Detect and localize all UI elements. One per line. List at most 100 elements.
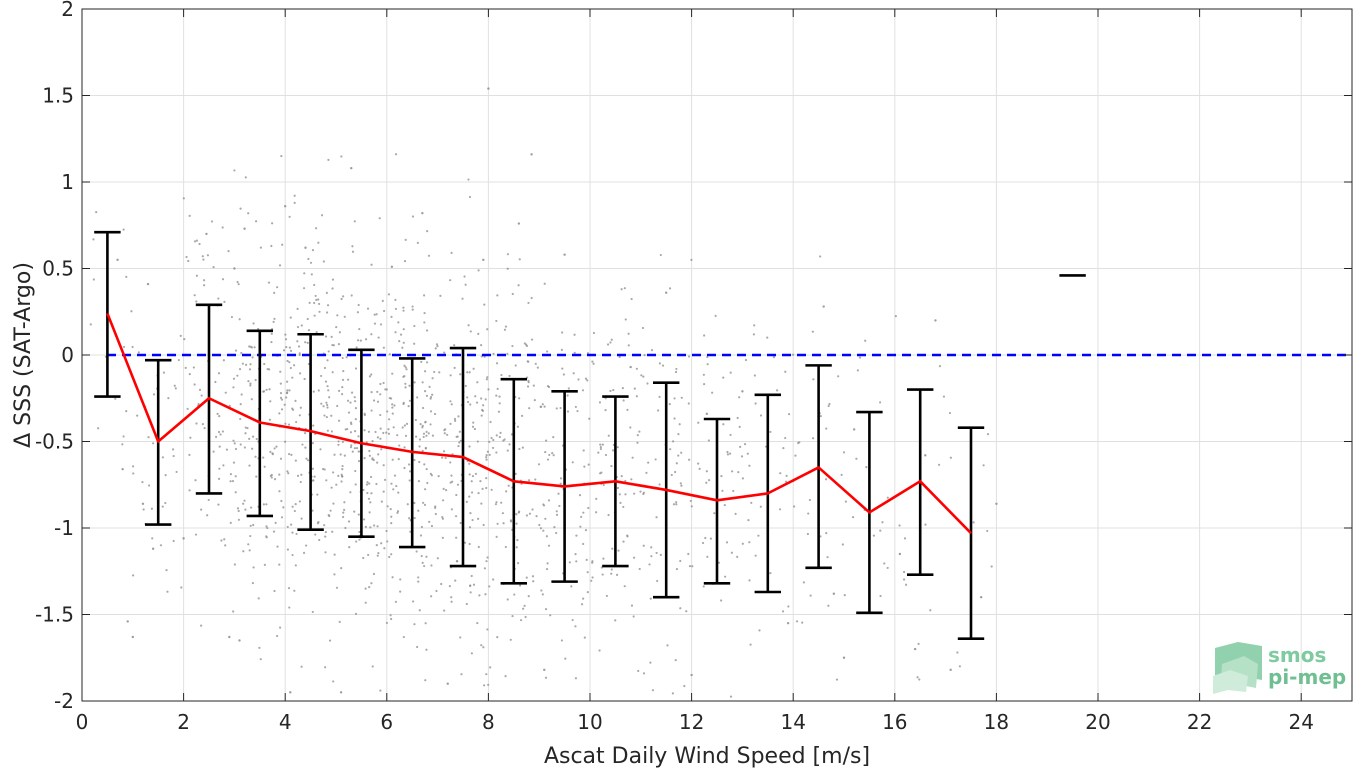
scatter-point [341,475,344,478]
scatter-point [555,510,558,513]
scatter-point [291,553,294,557]
scatter-point [347,520,351,523]
scatter-point [408,479,411,482]
scatter-point [546,384,550,388]
scatter-point [340,566,343,570]
scatter-point [494,503,498,506]
scatter-point [729,452,732,455]
scatter-point [633,556,636,559]
scatter-point [376,390,379,393]
scatter-point [423,564,426,568]
scatter-point [225,448,229,451]
scatter-point [279,626,282,629]
scatter-point [300,473,303,476]
scatter-point [487,683,490,686]
scatter-point [368,375,372,378]
scatter-point [330,430,334,433]
scatter-point [542,529,545,532]
scatter-point [559,482,562,485]
scatter-point [380,448,383,451]
scatter-point [151,547,155,550]
scatter-point [544,450,547,454]
scatter-point [666,644,669,647]
scatter-point [368,482,371,485]
scatter-point [627,332,630,335]
scatter-point [532,580,535,583]
scatter-point [544,608,548,611]
scatter-point [793,505,796,508]
scatter-point [517,222,521,225]
scatter-point [791,353,795,356]
scatter-point [571,461,574,464]
scatter-point [525,576,528,579]
scatter-point [147,436,150,439]
scatter-point [468,473,471,476]
scatter-point [583,465,586,468]
scatter-point [485,456,488,459]
scatter-point [390,617,393,621]
scatter-point [265,525,268,528]
scatter-point [856,369,859,372]
scatter-point [434,512,437,516]
scatter-point [284,338,288,341]
scatter-point [738,425,741,428]
scatter-point [698,467,701,470]
scatter-point [291,505,294,508]
scatter-point [902,578,906,581]
scatter-point [574,405,577,409]
scatter-point [281,243,284,246]
scatter-point [622,505,625,509]
scatter-point [394,153,398,156]
scatter-point [363,413,366,417]
scatter-point [450,251,453,255]
scatter-point [364,338,368,341]
scatter-point [827,404,830,408]
scatter-point [485,458,488,461]
scatter-point [425,329,429,332]
scatter-point [376,525,379,528]
scatter-point [376,461,379,464]
scatter-point [322,405,325,408]
scatter-point [232,386,235,389]
scatter-point [371,439,374,443]
scatter-point [457,415,460,418]
scatter-point [670,473,673,477]
scatter-point [675,567,679,571]
scatter-point [506,267,509,270]
scatter-point [280,516,284,519]
scatter-point [729,433,732,437]
scatter-point [357,513,360,516]
axis-ticks: 0 2 4 6 8 10 12 14 16 18 20 22 24-2-1.5-1-0.500.511.… [35,0,1352,734]
scatter-point [284,422,287,425]
scatter-point [304,246,307,249]
scatter-point [414,418,417,422]
scatter-point [248,368,252,371]
scatter-point [427,254,431,257]
scatter-point [723,503,726,507]
scatter-point [188,214,191,217]
scatter-point [611,547,614,550]
scatter-point [424,679,427,682]
mean-line [106,313,972,535]
scatter-point [280,154,283,158]
scatter-point [378,217,381,220]
scatter-point [278,473,281,476]
scatter-point [468,371,471,374]
scatter-point [249,524,252,527]
scatter-point [430,564,433,567]
scatter-point [328,639,332,642]
scatter-point [531,575,535,578]
scatter-point [586,591,589,594]
scatter-point [690,258,693,261]
scatter-point [795,620,799,623]
scatter-point [504,325,508,328]
scatter-point [125,275,128,278]
scatter-point [720,599,723,602]
scatter-point [373,313,376,316]
scatter-point [313,283,316,287]
scatter-point [426,230,429,233]
scatter-point [534,478,537,481]
scatter-point [439,294,442,297]
scatter-point [221,430,225,433]
scatter-point [434,505,437,508]
